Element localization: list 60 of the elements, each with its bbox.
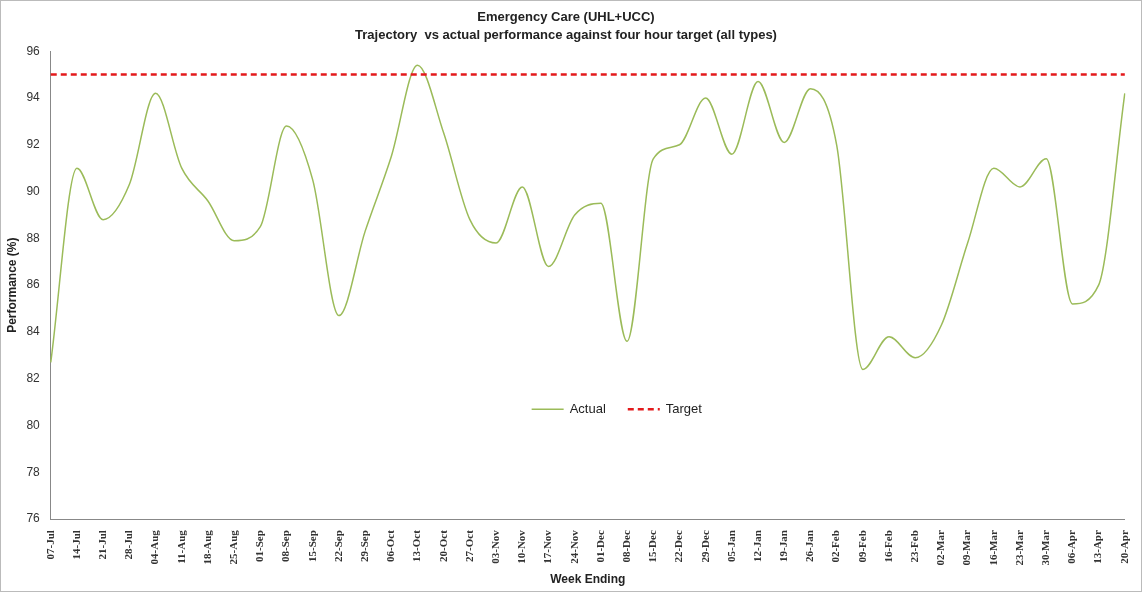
x-tick-label: 01-Dec bbox=[593, 530, 606, 563]
x-tick-label: 23-Mar bbox=[1012, 530, 1025, 566]
x-tick-label: 06-Apr bbox=[1065, 530, 1078, 564]
x-tick-label: 09-Feb bbox=[855, 530, 868, 563]
y-tick-label: 92 bbox=[26, 137, 41, 152]
x-tick-label: 16-Mar bbox=[986, 530, 999, 566]
x-tick-label: 13-Oct bbox=[410, 529, 423, 562]
x-tick-label: 22-Dec bbox=[672, 530, 685, 563]
x-tick-label: 26-Jan bbox=[803, 530, 816, 562]
x-tick-label: 02-Mar bbox=[934, 530, 947, 566]
line-series bbox=[50, 64, 1126, 371]
x-tick-label: 10-Nov bbox=[515, 529, 528, 564]
x-tick-label: 11-Aug bbox=[174, 529, 187, 564]
x-tick-label: 25-Aug bbox=[226, 529, 239, 565]
x-tick-label: 21-Jul bbox=[95, 530, 108, 560]
x-tick-label: 01-Sep bbox=[253, 530, 266, 562]
x-tick-label: 09-Mar bbox=[960, 530, 973, 566]
chart-title: Emergency Care (UHL+UCC) bbox=[477, 9, 655, 25]
x-tick-label: 30-Mar bbox=[1039, 530, 1052, 566]
x-tick-label: 08-Sep bbox=[279, 530, 292, 562]
x-tick-label: 20-Apr bbox=[1117, 530, 1130, 564]
x-tick-label: 20-Oct bbox=[436, 529, 449, 562]
x-tick-label: 13-Apr bbox=[1091, 530, 1104, 564]
x-tick-label: 22-Sep bbox=[331, 530, 344, 562]
x-tick-label: 05-Jan bbox=[724, 530, 737, 562]
x-tick-label: 08-Dec bbox=[619, 530, 632, 563]
x-tick-label: 28-Jul bbox=[122, 530, 135, 560]
x-tick-label: 24-Nov bbox=[567, 529, 580, 564]
x-tick-label: 27-Oct bbox=[462, 529, 475, 562]
x-tick-label: 18-Aug bbox=[200, 529, 213, 565]
y-tick-label: 84 bbox=[26, 324, 41, 339]
x-tick-label: 03-Nov bbox=[488, 529, 501, 564]
y-tick-label: 90 bbox=[26, 183, 41, 198]
legend-label: Actual bbox=[569, 400, 606, 416]
y-tick-label: 86 bbox=[26, 277, 41, 292]
x-tick-label: 23-Feb bbox=[908, 530, 921, 563]
y-tick-label: 82 bbox=[26, 371, 41, 386]
x-tick-label: 29-Sep bbox=[357, 530, 370, 562]
chart-subtitle: Trajectory vs actual performance against four hour target (all types) bbox=[355, 26, 777, 42]
x-tick-label: 02-Feb bbox=[829, 530, 842, 563]
x-tick-label: 17-Nov bbox=[541, 529, 554, 564]
x-tick-label: 15-Dec bbox=[646, 530, 659, 563]
x-tick-label: 16-Feb bbox=[881, 530, 894, 563]
y-tick-label: 88 bbox=[26, 230, 41, 245]
x-tick-label: 15-Sep bbox=[305, 530, 318, 562]
x-tick-label: 29-Dec bbox=[698, 530, 711, 563]
y-tick-label: 96 bbox=[26, 43, 41, 58]
y-tick-label: 78 bbox=[26, 464, 41, 479]
x-tick-label: 19-Jan bbox=[777, 530, 790, 562]
legend-label: Target bbox=[665, 400, 703, 416]
y-tick-label: 80 bbox=[26, 417, 41, 432]
x-tick-label: 06-Oct bbox=[384, 529, 397, 562]
y-axis-title: Performance (%) bbox=[4, 237, 19, 333]
y-tick-label: 94 bbox=[26, 90, 41, 105]
x-tick-label: 07-Jul bbox=[43, 530, 56, 560]
x-tick-label: 14-Jul bbox=[69, 530, 82, 560]
x-tick-label: 12-Jan bbox=[750, 530, 763, 562]
y-tick-label: 76 bbox=[26, 511, 41, 526]
x-tick-label: 04-Aug bbox=[148, 529, 161, 565]
x-axis-title: Week Ending bbox=[550, 572, 626, 587]
